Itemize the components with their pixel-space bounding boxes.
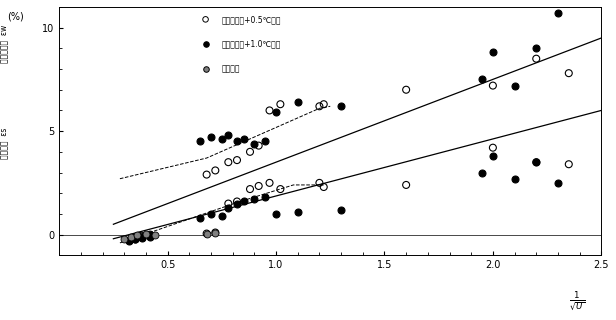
Point <box>137 235 147 240</box>
Point <box>477 77 487 82</box>
Point <box>124 238 134 244</box>
Point <box>211 168 221 173</box>
Point <box>532 160 541 165</box>
Point <box>137 233 147 238</box>
Point <box>232 157 242 163</box>
Point <box>132 232 142 237</box>
Point <box>224 133 233 138</box>
Point <box>120 236 129 241</box>
Text: 凍結氷盤: 凍結氷盤 <box>222 65 240 74</box>
Point <box>488 50 498 55</box>
Point <box>137 234 147 239</box>
Point <box>137 234 147 239</box>
Point <box>113 214 123 220</box>
Point <box>293 209 302 214</box>
Point <box>265 180 275 185</box>
Point <box>124 237 134 242</box>
Point <box>401 87 411 92</box>
Point <box>224 201 233 206</box>
Point <box>509 176 519 181</box>
Point <box>315 104 325 109</box>
Point <box>232 201 242 206</box>
Point <box>238 199 248 204</box>
Point <box>488 145 498 150</box>
Point <box>145 233 155 238</box>
Point <box>261 139 270 144</box>
Point <box>232 139 242 144</box>
Point <box>261 195 270 200</box>
Point <box>564 71 573 76</box>
Point <box>249 141 259 146</box>
Point <box>113 212 123 218</box>
Point <box>336 207 346 212</box>
Text: 地温変動幅+0.5℃以下: 地温変動幅+0.5℃以下 <box>222 15 282 24</box>
Point <box>232 199 242 204</box>
Point <box>254 183 264 188</box>
Text: 吸排水率  εs: 吸排水率 εs <box>1 128 9 159</box>
Point <box>509 83 519 88</box>
Point <box>211 230 221 235</box>
Point <box>564 162 573 167</box>
Point <box>293 100 302 105</box>
Point <box>130 236 140 241</box>
Text: 地温変動幅+1.0℃以上: 地温変動幅+1.0℃以上 <box>222 40 281 49</box>
Point <box>145 234 155 239</box>
Point <box>130 236 140 241</box>
Point <box>271 110 281 115</box>
Point <box>141 231 151 236</box>
Point <box>211 230 221 235</box>
Text: $\frac{1}{\sqrt{U}}$: $\frac{1}{\sqrt{U}}$ <box>569 290 585 313</box>
Point <box>319 102 329 107</box>
Point <box>201 231 211 236</box>
Point <box>126 234 136 239</box>
Point <box>319 184 329 189</box>
Point <box>130 236 140 241</box>
Text: 凍結膨張率  εw: 凍結膨張率 εw <box>1 25 9 63</box>
Point <box>532 46 541 51</box>
Point <box>275 102 285 107</box>
Point <box>477 170 487 175</box>
Point <box>145 232 155 237</box>
Text: (%): (%) <box>7 12 24 22</box>
Point <box>488 153 498 158</box>
Point <box>206 135 216 140</box>
Point <box>206 211 216 216</box>
Point <box>113 217 123 222</box>
Point <box>336 104 346 109</box>
Point <box>249 197 259 202</box>
Point <box>532 160 541 165</box>
Point <box>130 235 140 240</box>
Point <box>245 149 255 154</box>
Point <box>488 83 498 88</box>
Point <box>224 160 233 165</box>
Point <box>195 215 205 220</box>
Point <box>224 205 233 210</box>
Point <box>201 231 211 236</box>
Point <box>315 180 325 185</box>
Point <box>245 187 255 192</box>
Point <box>254 143 264 148</box>
Point <box>217 213 227 219</box>
Point <box>271 211 281 216</box>
Point <box>238 137 248 142</box>
Point <box>217 137 227 142</box>
Point <box>275 187 285 192</box>
Point <box>145 232 155 237</box>
Point <box>150 232 160 237</box>
Point <box>532 56 541 61</box>
Point <box>265 108 275 113</box>
Point <box>201 172 211 177</box>
Point <box>553 11 563 16</box>
Point <box>195 139 205 144</box>
Point <box>401 182 411 188</box>
Point <box>553 180 563 185</box>
